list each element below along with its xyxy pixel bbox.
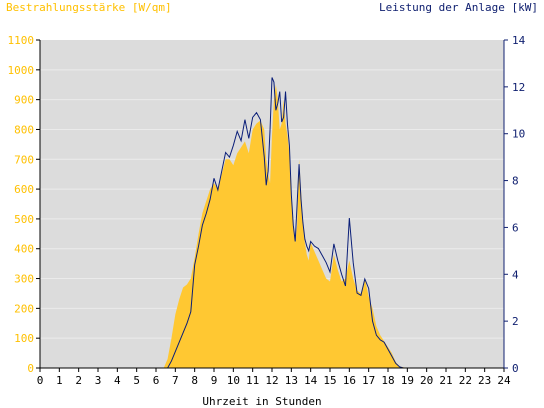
y-left-tick-label: 900 — [14, 94, 34, 107]
y-left-tick-label: 400 — [14, 243, 34, 256]
y-right-tick-label: 10 — [512, 128, 525, 141]
y-left-tick-label: 800 — [14, 123, 34, 136]
x-tick-label: 20 — [420, 374, 433, 387]
y-left-tick-label: 100 — [14, 332, 34, 345]
y-right-tick-label: 14 — [512, 34, 526, 47]
x-tick-label: 16 — [343, 374, 356, 387]
y-left-tick-label: 1100 — [8, 34, 35, 47]
x-tick-label: 14 — [304, 374, 318, 387]
axes-layer: 0 1 2 3 4 5 6 7 8 9 10 11 12 13 14 15 16 17 18 19 20 21 22 23 24… — [8, 34, 526, 387]
x-tick-label: 11 — [246, 374, 259, 387]
x-tick-label: 24 — [497, 374, 511, 387]
x-tick-label: 9 — [211, 374, 218, 387]
y-right-tick-label: 0 — [512, 362, 519, 375]
x-tick-label: 13 — [285, 374, 298, 387]
y-right-tick-label: 8 — [512, 175, 519, 188]
x-tick-label: 12 — [265, 374, 278, 387]
x-tick-label: 1 — [56, 374, 63, 387]
x-tick-label: 22 — [459, 374, 472, 387]
x-tick-label: 8 — [191, 374, 198, 387]
x-tick-label: 3 — [95, 374, 102, 387]
right-axis-title: Leistung der Anlage [kW] — [379, 1, 538, 14]
x-tick-label: 21 — [439, 374, 452, 387]
y-left-tick-label: 600 — [14, 183, 34, 196]
x-tick-label: 18 — [381, 374, 394, 387]
x-tick-label: 17 — [362, 374, 375, 387]
y-right-tick-label: 12 — [512, 81, 525, 94]
x-tick-label: 7 — [172, 374, 179, 387]
y-left-tick-label: 300 — [14, 273, 34, 286]
y-right-tick-label: 6 — [512, 221, 519, 234]
x-tick-label: 23 — [478, 374, 491, 387]
x-tick-label: 15 — [323, 374, 336, 387]
left-axis-title: Bestrahlungsstärke [W/qm] — [6, 1, 172, 14]
y-left-tick-label: 200 — [14, 302, 34, 315]
irradiance-area-layer — [40, 84, 504, 368]
y-right-tick-label: 4 — [512, 268, 519, 281]
x-tick-label: 5 — [133, 374, 140, 387]
y-left-tick-label: 0 — [27, 362, 34, 375]
x-tick-label: 0 — [37, 374, 44, 387]
x-tick-label: 4 — [114, 374, 121, 387]
y-left-tick-label: 500 — [14, 213, 34, 226]
power-line-layer — [40, 77, 504, 369]
x-tick-label: 6 — [153, 374, 160, 387]
x-tick-label: 10 — [227, 374, 240, 387]
y-right-tick-label: 2 — [512, 315, 519, 328]
y-left-tick-label: 700 — [14, 153, 34, 166]
series-power-line — [40, 77, 504, 369]
x-axis-title: Uhrzeit in Stunden — [202, 395, 321, 408]
y-left-tick-label: 1000 — [8, 64, 35, 77]
series-irradiance-area — [40, 84, 504, 368]
x-tick-label: 19 — [401, 374, 414, 387]
x-tick-label: 2 — [75, 374, 82, 387]
